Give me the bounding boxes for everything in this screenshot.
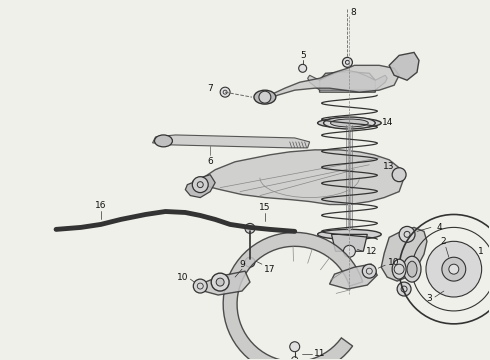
Circle shape: [399, 226, 415, 242]
Text: 12: 12: [366, 247, 377, 256]
Circle shape: [442, 257, 466, 281]
Ellipse shape: [407, 261, 417, 277]
Circle shape: [397, 282, 411, 296]
Circle shape: [343, 245, 355, 257]
Text: 16: 16: [95, 201, 106, 210]
Polygon shape: [223, 232, 363, 360]
Circle shape: [192, 177, 208, 193]
Polygon shape: [308, 70, 387, 90]
Circle shape: [426, 241, 482, 297]
Text: 10: 10: [176, 273, 188, 282]
Text: 3: 3: [426, 294, 432, 303]
Text: 10: 10: [389, 258, 400, 267]
Polygon shape: [319, 72, 375, 92]
Polygon shape: [329, 264, 377, 289]
Ellipse shape: [254, 90, 276, 104]
Circle shape: [362, 264, 376, 278]
Text: 5: 5: [300, 51, 306, 60]
Text: 1: 1: [478, 247, 484, 256]
Text: 2: 2: [440, 237, 446, 246]
Polygon shape: [185, 175, 215, 198]
Text: 6: 6: [207, 157, 213, 166]
Circle shape: [245, 224, 255, 233]
Text: 13: 13: [384, 162, 395, 171]
Circle shape: [259, 91, 271, 103]
Circle shape: [299, 64, 307, 72]
Text: 8: 8: [350, 8, 356, 17]
Text: 11: 11: [314, 349, 325, 358]
Circle shape: [290, 342, 300, 352]
Polygon shape: [332, 234, 368, 251]
Circle shape: [193, 279, 207, 293]
Text: 17: 17: [264, 265, 275, 274]
Circle shape: [343, 57, 352, 67]
Ellipse shape: [318, 118, 381, 128]
Ellipse shape: [392, 259, 406, 279]
Polygon shape: [196, 271, 250, 295]
Text: 14: 14: [382, 118, 393, 127]
Circle shape: [216, 278, 224, 286]
Ellipse shape: [154, 135, 172, 147]
Circle shape: [449, 264, 459, 274]
Text: 7: 7: [207, 84, 213, 93]
Polygon shape: [381, 228, 427, 281]
Circle shape: [392, 168, 406, 182]
Ellipse shape: [318, 229, 381, 239]
Ellipse shape: [403, 256, 421, 282]
Polygon shape: [260, 65, 399, 100]
Polygon shape: [192, 150, 404, 204]
Ellipse shape: [323, 117, 375, 129]
Text: 15: 15: [259, 203, 270, 212]
Circle shape: [220, 87, 230, 97]
Text: 4: 4: [436, 223, 441, 232]
Polygon shape: [389, 53, 419, 80]
Circle shape: [211, 273, 229, 291]
Ellipse shape: [331, 119, 368, 127]
Polygon shape: [152, 135, 310, 148]
Text: 9: 9: [239, 260, 245, 269]
Circle shape: [245, 257, 255, 267]
